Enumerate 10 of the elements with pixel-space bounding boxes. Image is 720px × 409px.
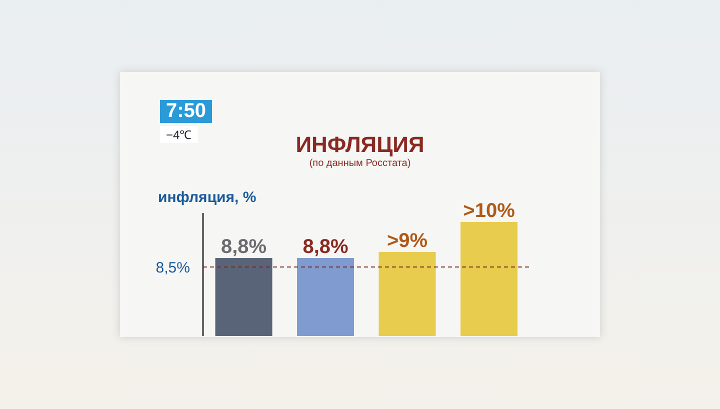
text: 7:50	[160, 100, 212, 123]
data-label: >10%	[463, 200, 516, 222]
ref-line-label: 8,5%	[156, 259, 190, 276]
data-label: 8,8%	[302, 236, 349, 258]
chart-title: ИНФЛЯЦИЯ	[294, 132, 426, 158]
data-label: 8,8%	[220, 236, 267, 258]
y-axis-title: инфляция, %	[158, 189, 256, 206]
chart-subtitle: (по данным Росстата)	[308, 158, 412, 169]
data-label: >9%	[386, 230, 428, 252]
text: −4℃	[160, 126, 198, 143]
